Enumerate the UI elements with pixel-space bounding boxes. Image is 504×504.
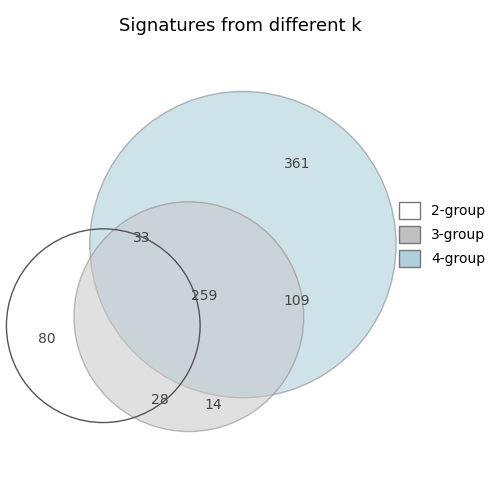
Legend: 2-group, 3-group, 4-group: 2-group, 3-group, 4-group	[399, 202, 485, 267]
Text: 259: 259	[192, 289, 218, 303]
Text: 109: 109	[284, 294, 310, 308]
Circle shape	[74, 202, 304, 431]
Text: 14: 14	[205, 398, 222, 412]
Title: Signatures from different k: Signatures from different k	[119, 17, 362, 35]
Text: 28: 28	[151, 393, 168, 407]
Circle shape	[90, 91, 396, 398]
Text: 80: 80	[38, 332, 56, 346]
Text: 33: 33	[133, 231, 150, 245]
Text: 361: 361	[284, 157, 310, 170]
